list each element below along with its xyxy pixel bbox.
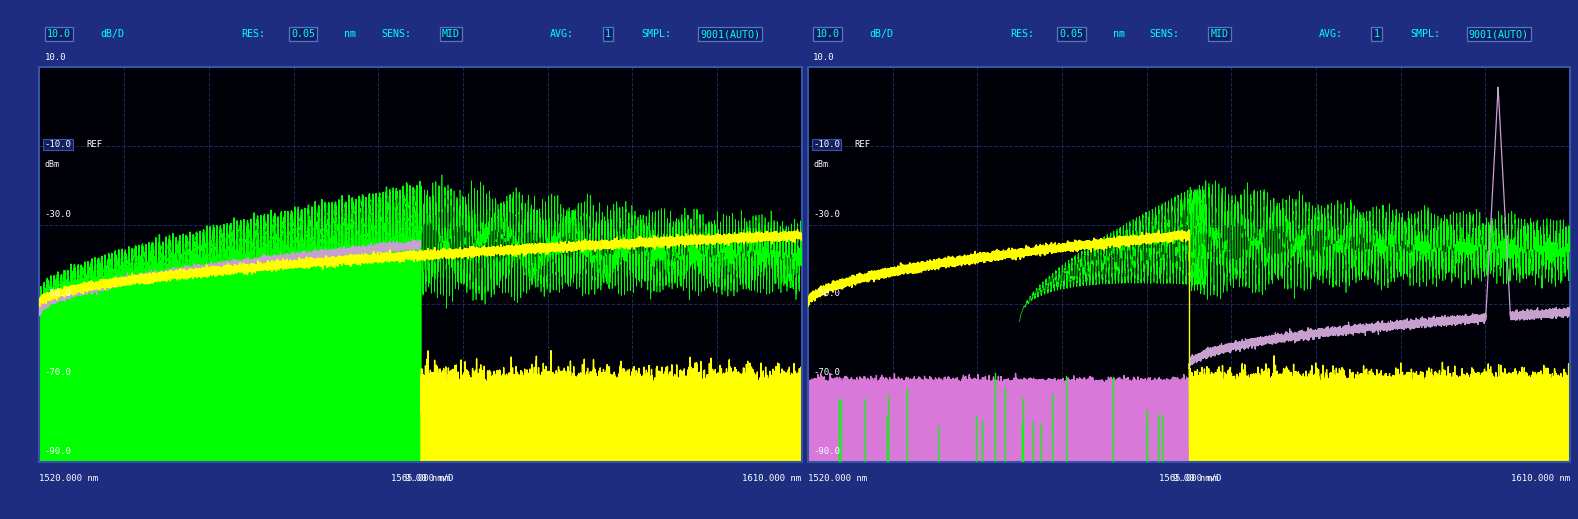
Text: -30.0: -30.0 (813, 210, 839, 220)
Text: REF: REF (855, 140, 871, 149)
Text: dBm: dBm (813, 160, 828, 169)
Text: 9.00 nm/D: 9.00 nm/D (1174, 474, 1221, 483)
Text: MID: MID (442, 29, 459, 39)
Text: -50.0: -50.0 (813, 289, 839, 298)
Text: 1610.000 nm: 1610.000 nm (743, 474, 802, 483)
Text: 10.0: 10.0 (813, 52, 835, 62)
Text: nm: nm (1112, 29, 1125, 39)
Text: 1565.000 nm: 1565.000 nm (391, 474, 450, 483)
Text: SENS:: SENS: (1149, 29, 1179, 39)
Text: -90.0: -90.0 (813, 447, 839, 456)
Text: -70.0: -70.0 (44, 368, 71, 377)
Text: 1: 1 (1373, 29, 1379, 39)
Text: REF: REF (87, 140, 103, 149)
Text: RES:: RES: (1010, 29, 1034, 39)
Text: 9001(AUTO): 9001(AUTO) (1469, 29, 1529, 39)
Text: AVG:: AVG: (551, 29, 574, 39)
Text: AVG:: AVG: (1319, 29, 1343, 39)
Text: -30.0: -30.0 (44, 210, 71, 220)
Text: 1: 1 (604, 29, 611, 39)
Text: dB/D: dB/D (869, 29, 893, 39)
Text: 10.0: 10.0 (47, 29, 71, 39)
Text: dBm: dBm (44, 160, 60, 169)
Text: 9001(AUTO): 9001(AUTO) (701, 29, 761, 39)
Text: 1565.000 nm: 1565.000 nm (1160, 474, 1218, 483)
Text: 1610.000 nm: 1610.000 nm (1512, 474, 1570, 483)
Text: -10.0: -10.0 (44, 140, 71, 149)
Text: SENS:: SENS: (380, 29, 410, 39)
Text: -10.0: -10.0 (813, 140, 839, 149)
Text: SMPL:: SMPL: (642, 29, 672, 39)
Text: dB/D: dB/D (101, 29, 125, 39)
Text: 10.0: 10.0 (816, 29, 839, 39)
Text: 1520.000 nm: 1520.000 nm (808, 474, 866, 483)
Text: 1520.000 nm: 1520.000 nm (39, 474, 98, 483)
Text: 0.05: 0.05 (1059, 29, 1084, 39)
Text: 9.00 nm/D: 9.00 nm/D (406, 474, 453, 483)
Text: 0.05: 0.05 (290, 29, 316, 39)
Text: -50.0: -50.0 (44, 289, 71, 298)
Text: -70.0: -70.0 (813, 368, 839, 377)
Text: 10.0: 10.0 (44, 52, 66, 62)
Text: nm: nm (344, 29, 357, 39)
Text: MID: MID (1210, 29, 1228, 39)
Text: RES:: RES: (241, 29, 265, 39)
Text: SMPL:: SMPL: (1411, 29, 1441, 39)
Text: -90.0: -90.0 (44, 447, 71, 456)
